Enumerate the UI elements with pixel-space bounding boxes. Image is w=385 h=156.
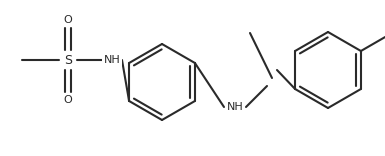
Text: O: O	[64, 15, 72, 25]
Text: NH: NH	[227, 102, 243, 112]
Text: NH: NH	[104, 55, 121, 65]
Text: S: S	[64, 54, 72, 66]
Text: O: O	[64, 95, 72, 105]
